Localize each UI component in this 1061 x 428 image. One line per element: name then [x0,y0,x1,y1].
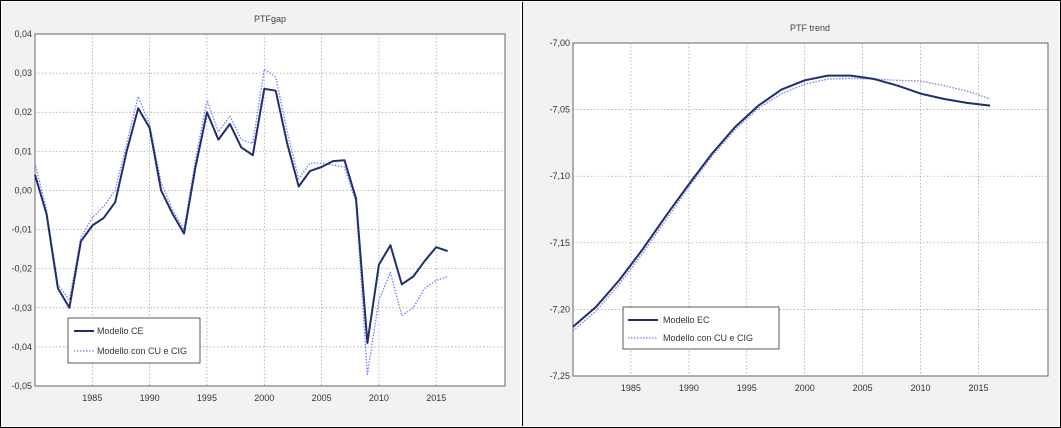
ptfgap-legend-box [67,317,201,364]
ptfgap-x-tick-label: 1990 [140,393,160,403]
ptfgap-y-tick-label: 0,02 [14,107,32,117]
ptfgap-x-tick-label: 1985 [82,393,102,403]
ptfgap-y-tick-label: 0,01 [14,146,32,156]
ptfgap-title: PTFgap [254,14,286,24]
ptf-trend-legend: Modello EC Modello con CU e CIG [622,306,780,350]
ptfgap-legend: Modello CE Modello con CU e CIG [67,317,201,364]
ptf-trend-y-tick-label: -7,15 [549,238,570,248]
ptfgap-y-tick-label: -0,04 [11,342,32,352]
ptfgap-series-line-2 [34,68,448,375]
ptfgap-x-ticks: 1985 1990 1995 2000 2005 2010 2015 [82,393,446,403]
ptf-trend-y-tick-label: -7,20 [549,304,570,314]
ptfgap-series [34,68,449,375]
ptf-trend-y-ticks: -7,25 -7,20 -7,15 -7,10 -7,05 -7,00 [549,38,570,381]
ptf-trend-x-tick-label: 1995 [737,383,757,393]
ptfgap-x-tick-label: 1995 [197,393,217,403]
top-border [0,0,1061,1]
ptf-trend-legend-box [622,306,780,350]
ptf-trend-x-ticks: 1985 1990 1995 2000 2005 2010 2015 [621,383,989,393]
ptfgap-y-ticks: -0,05 -0,04 -0,03 -0,02 -0,01 0,00 0,01 0,02 0,0… [11,29,32,391]
ptfgap-y-tick-label: 0,04 [14,29,32,39]
ptf-trend-series [572,74,991,332]
ptf-trend-x-tick-label: 2010 [911,383,931,393]
ptfgap-x-tick-label: 2015 [426,393,446,403]
ptf-trend-x-tick-label: 2000 [795,383,815,393]
ptf-trend-y-tick-label: -7,05 [549,105,570,115]
ptf-trend-title: PTF trend [790,23,830,33]
ptfgap-series-line-1 [34,87,449,344]
ptfgap-x-tick-label: 2010 [369,393,389,403]
ptf-trend-y-tick-label: -7,25 [549,371,570,381]
ptfgap-legend-label-2: Modello con CU e CIG [97,346,187,356]
ptfgap-y-tick-label: 0,00 [14,185,32,195]
ptf-trend-x-tick-label: 1985 [621,383,641,393]
ptfgap-chart: PTFgap -0,05 -0,04 -0,03 -0,02 -0,01 0,00 0,01… [2,2,520,426]
ptf-trend-x-tick-label: 2005 [853,383,873,393]
ptf-trend-legend-label-1: Modello EC [663,315,710,325]
ptfgap-x-tick-label: 2005 [312,393,332,403]
ptfgap-y-tick-label: -0,05 [11,381,32,391]
ptfgap-y-tick-label: -0,01 [11,225,32,235]
ptfgap-y-tick-label: 0,03 [14,68,32,78]
ptfgap-x-tick-label: 2000 [254,393,274,403]
panel-divider [522,2,523,426]
ptf-trend-y-tick-label: -7,00 [549,38,570,48]
ptfgap-legend-label-1: Modello CE [97,326,144,336]
left-border [0,0,1,428]
ptf-trend-series-line-1 [572,74,991,328]
ptf-trend-legend-label-2: Modello con CU e CIG [663,333,753,343]
ptfgap-y-tick-label: -0,02 [11,264,32,274]
ptf-trend-chart: PTF trend -7,25 -7,20 -7,15 -7,10 -7,05 -7,00… [523,2,1059,426]
ptf-trend-series-line-2 [572,77,991,332]
ptf-trend-y-tick-label: -7,10 [549,171,570,181]
ptfgap-grid [35,34,505,386]
ptf-trend-x-tick-label: 2015 [968,383,988,393]
ptfgap-y-tick-label: -0,03 [11,303,32,313]
ptf-trend-x-tick-label: 1990 [679,383,699,393]
